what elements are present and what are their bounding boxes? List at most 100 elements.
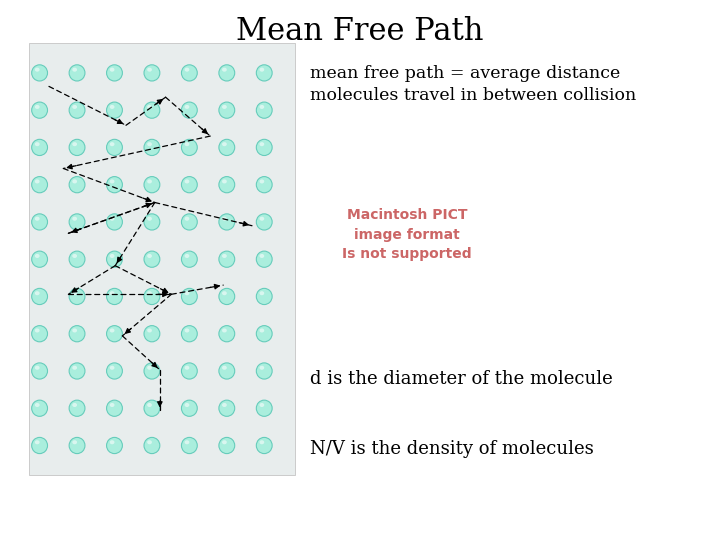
- Ellipse shape: [72, 366, 77, 370]
- Ellipse shape: [256, 139, 272, 156]
- Ellipse shape: [109, 68, 114, 72]
- Ellipse shape: [256, 363, 272, 379]
- Ellipse shape: [144, 400, 160, 416]
- Ellipse shape: [147, 142, 152, 146]
- Ellipse shape: [181, 288, 197, 305]
- Ellipse shape: [107, 326, 122, 342]
- Ellipse shape: [147, 328, 152, 333]
- Ellipse shape: [35, 440, 40, 444]
- Ellipse shape: [222, 440, 227, 444]
- Ellipse shape: [147, 403, 152, 407]
- Ellipse shape: [219, 326, 235, 342]
- Ellipse shape: [109, 179, 114, 184]
- Ellipse shape: [69, 65, 85, 81]
- Ellipse shape: [69, 251, 85, 267]
- Ellipse shape: [219, 214, 235, 230]
- Ellipse shape: [72, 254, 77, 258]
- Ellipse shape: [72, 291, 77, 295]
- Ellipse shape: [109, 217, 114, 221]
- Ellipse shape: [35, 254, 40, 258]
- Ellipse shape: [32, 251, 48, 267]
- Ellipse shape: [256, 251, 272, 267]
- Ellipse shape: [181, 102, 197, 118]
- Ellipse shape: [32, 214, 48, 230]
- Ellipse shape: [259, 217, 264, 221]
- Ellipse shape: [35, 142, 40, 146]
- Ellipse shape: [256, 437, 272, 454]
- Ellipse shape: [109, 105, 114, 109]
- Ellipse shape: [109, 328, 114, 333]
- Ellipse shape: [107, 437, 122, 454]
- Ellipse shape: [181, 363, 197, 379]
- Ellipse shape: [259, 179, 264, 184]
- Ellipse shape: [259, 68, 264, 72]
- Ellipse shape: [109, 403, 114, 407]
- Ellipse shape: [107, 102, 122, 118]
- Ellipse shape: [147, 217, 152, 221]
- Ellipse shape: [32, 177, 48, 193]
- Ellipse shape: [259, 328, 264, 333]
- Ellipse shape: [72, 440, 77, 444]
- Ellipse shape: [222, 105, 227, 109]
- Ellipse shape: [259, 403, 264, 407]
- Text: N/V is the density of molecules: N/V is the density of molecules: [310, 440, 593, 458]
- Ellipse shape: [181, 139, 197, 156]
- Text: d is the diameter of the molecule: d is the diameter of the molecule: [310, 370, 612, 388]
- Ellipse shape: [69, 102, 85, 118]
- Ellipse shape: [184, 328, 189, 333]
- Ellipse shape: [219, 363, 235, 379]
- Ellipse shape: [219, 139, 235, 156]
- Ellipse shape: [256, 65, 272, 81]
- Ellipse shape: [222, 217, 227, 221]
- Ellipse shape: [184, 403, 189, 407]
- Ellipse shape: [222, 179, 227, 184]
- Ellipse shape: [35, 217, 40, 221]
- Ellipse shape: [32, 326, 48, 342]
- Ellipse shape: [181, 65, 197, 81]
- Ellipse shape: [184, 105, 189, 109]
- Ellipse shape: [69, 214, 85, 230]
- Ellipse shape: [107, 251, 122, 267]
- Ellipse shape: [144, 177, 160, 193]
- Ellipse shape: [72, 142, 77, 146]
- Ellipse shape: [109, 291, 114, 295]
- Ellipse shape: [184, 291, 189, 295]
- Text: mean free path = average distance
molecules travel in between collision: mean free path = average distance molecu…: [310, 65, 636, 104]
- Ellipse shape: [256, 177, 272, 193]
- Ellipse shape: [144, 363, 160, 379]
- Ellipse shape: [107, 363, 122, 379]
- Ellipse shape: [32, 139, 48, 156]
- Ellipse shape: [72, 328, 77, 333]
- Ellipse shape: [109, 254, 114, 258]
- Ellipse shape: [181, 177, 197, 193]
- Ellipse shape: [144, 102, 160, 118]
- Ellipse shape: [107, 65, 122, 81]
- Ellipse shape: [69, 288, 85, 305]
- Ellipse shape: [222, 142, 227, 146]
- Ellipse shape: [107, 400, 122, 416]
- Ellipse shape: [32, 102, 48, 118]
- Ellipse shape: [147, 291, 152, 295]
- Ellipse shape: [147, 254, 152, 258]
- FancyBboxPatch shape: [29, 43, 295, 475]
- Ellipse shape: [32, 288, 48, 305]
- Ellipse shape: [259, 440, 264, 444]
- Ellipse shape: [109, 366, 114, 370]
- Ellipse shape: [219, 251, 235, 267]
- Ellipse shape: [181, 251, 197, 267]
- Ellipse shape: [144, 326, 160, 342]
- Ellipse shape: [219, 437, 235, 454]
- Ellipse shape: [256, 326, 272, 342]
- Ellipse shape: [219, 102, 235, 118]
- Ellipse shape: [72, 217, 77, 221]
- Ellipse shape: [219, 65, 235, 81]
- Ellipse shape: [144, 65, 160, 81]
- Ellipse shape: [184, 68, 189, 72]
- Ellipse shape: [35, 328, 40, 333]
- Ellipse shape: [72, 179, 77, 184]
- Ellipse shape: [32, 400, 48, 416]
- Ellipse shape: [219, 288, 235, 305]
- Ellipse shape: [259, 254, 264, 258]
- Ellipse shape: [69, 437, 85, 454]
- Ellipse shape: [147, 105, 152, 109]
